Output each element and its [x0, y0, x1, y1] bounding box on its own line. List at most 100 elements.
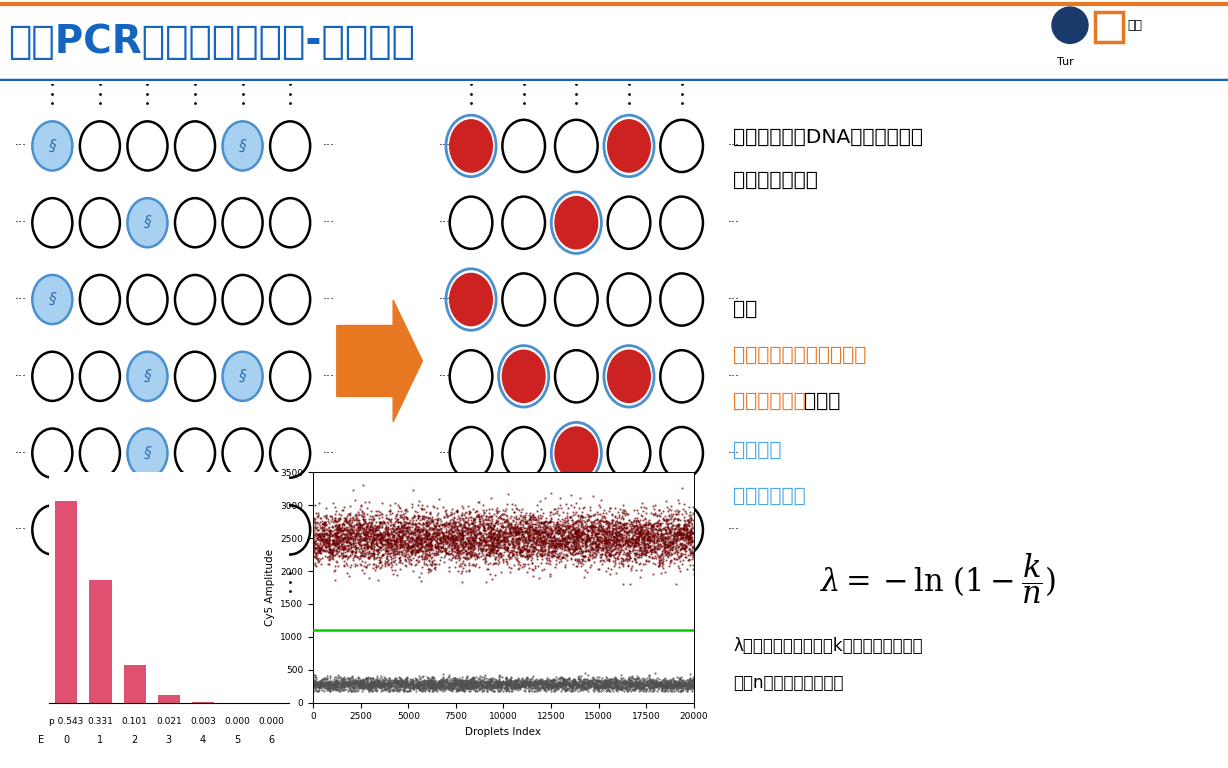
Point	[395, 682, 415, 694]
Point	[549, 521, 569, 533]
Point	[648, 504, 668, 516]
Point	[408, 538, 427, 551]
Point	[571, 516, 591, 528]
Point	[578, 669, 598, 681]
Point	[559, 671, 578, 684]
Point	[419, 543, 438, 555]
Point	[408, 523, 427, 535]
Point	[339, 508, 359, 520]
Point	[429, 527, 448, 539]
Point	[328, 521, 348, 533]
Point	[410, 684, 430, 697]
Point	[435, 680, 454, 692]
Point	[635, 558, 655, 570]
Point	[316, 673, 335, 685]
Point	[405, 672, 425, 684]
Point	[332, 543, 351, 555]
Point	[647, 520, 667, 532]
Point	[543, 550, 562, 562]
Point	[442, 536, 462, 548]
Point	[648, 504, 668, 516]
Point	[657, 678, 677, 690]
Point	[626, 519, 646, 531]
Point	[388, 677, 408, 689]
Point	[612, 558, 631, 570]
Point	[641, 544, 661, 556]
Point	[580, 550, 599, 562]
Point	[609, 682, 629, 694]
Point	[530, 674, 550, 686]
Point	[586, 528, 605, 541]
Point	[425, 528, 445, 540]
Point	[470, 676, 490, 688]
Point	[546, 551, 566, 564]
Point	[327, 677, 346, 689]
Point	[631, 678, 651, 690]
Point	[333, 680, 352, 693]
Point	[666, 675, 685, 687]
Point	[420, 536, 440, 548]
Point	[592, 523, 612, 535]
Point	[612, 551, 631, 564]
Point	[569, 670, 588, 683]
Point	[535, 528, 555, 541]
Point	[542, 680, 561, 693]
Point	[608, 517, 628, 529]
Point	[659, 677, 679, 689]
Point	[556, 549, 576, 561]
Point	[646, 677, 666, 690]
Point	[586, 524, 605, 536]
Point	[328, 541, 348, 553]
Point	[569, 548, 588, 560]
Point	[682, 536, 701, 548]
Point	[613, 519, 632, 531]
Point	[650, 538, 669, 550]
Point	[308, 538, 328, 551]
Point	[440, 515, 459, 528]
Point	[359, 680, 378, 693]
Point	[443, 535, 463, 547]
Point	[318, 513, 338, 525]
Point	[451, 680, 470, 692]
Point	[483, 683, 502, 695]
Point	[592, 674, 612, 686]
Point	[332, 525, 351, 537]
Point	[312, 684, 332, 696]
Point	[546, 518, 566, 531]
Point	[431, 674, 451, 686]
Point	[472, 678, 491, 690]
Point	[446, 675, 465, 687]
Point	[370, 511, 389, 524]
Point	[478, 531, 497, 544]
Point	[642, 676, 662, 688]
Point	[637, 524, 657, 536]
Point	[647, 680, 667, 692]
Point	[397, 677, 416, 690]
Point	[544, 531, 564, 543]
Point	[352, 505, 372, 518]
Point	[592, 678, 612, 690]
Point	[543, 677, 562, 690]
Point	[599, 505, 619, 518]
Point	[360, 521, 379, 533]
Point	[422, 542, 442, 554]
Point	[429, 558, 448, 571]
Point	[370, 680, 389, 692]
Point	[587, 513, 607, 525]
Point	[352, 511, 372, 523]
Point	[333, 680, 352, 692]
Point	[448, 683, 468, 695]
Point	[508, 533, 528, 545]
Point	[613, 506, 632, 518]
Point	[484, 518, 503, 531]
Point	[341, 531, 361, 543]
Point	[420, 539, 440, 551]
Point	[352, 550, 372, 562]
Point	[545, 683, 565, 695]
Point	[549, 547, 569, 559]
Point	[345, 549, 365, 561]
Point	[409, 680, 429, 693]
Point	[587, 513, 607, 525]
Point	[463, 558, 483, 571]
Point	[356, 681, 376, 694]
